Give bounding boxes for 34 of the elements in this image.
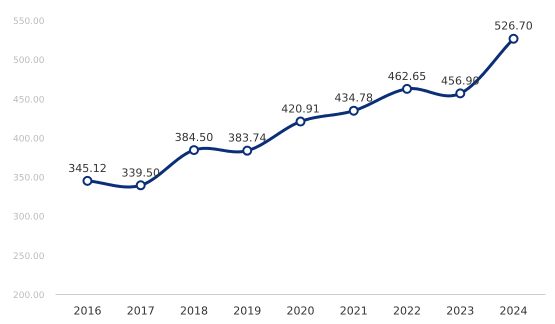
point — [188, 145, 199, 156]
data-label: 462.65 — [388, 70, 426, 83]
data-label: 526.70 — [494, 20, 533, 33]
y-tick-label: 300.00 — [13, 212, 45, 223]
y-tick-label: 400.00 — [13, 134, 45, 144]
point — [296, 116, 306, 127]
data-label: 383.74 — [228, 132, 266, 145]
y-tick-label: 550.00 — [13, 17, 45, 27]
x-tick-label: 2019 — [233, 304, 262, 318]
x-tick-label: 2024 — [500, 304, 528, 318]
x-tick-label: 2017 — [126, 304, 155, 318]
x-tick-label: 2018 — [180, 304, 208, 318]
y-tick-label: 200.00 — [13, 291, 45, 301]
x-tick-label: 2022 — [393, 304, 422, 318]
point — [508, 34, 519, 44]
x-tick-label: 2020 — [286, 304, 315, 318]
y-tick-label: 250.00 — [13, 252, 45, 262]
data-label: 339.50 — [121, 166, 160, 180]
point — [402, 84, 412, 94]
x-tick-label: 2021 — [340, 304, 368, 318]
data-label: 384.50 — [174, 131, 214, 144]
point — [242, 146, 252, 156]
y-tick-label: 450.00 — [13, 95, 45, 106]
data-label: 345.12 — [68, 162, 107, 175]
point — [82, 176, 92, 186]
data-label: 420.91 — [281, 102, 320, 116]
point — [348, 106, 359, 116]
x-tick-label: 2023 — [446, 304, 474, 318]
point — [136, 180, 146, 190]
point — [455, 88, 466, 98]
data-label: 434.78 — [334, 92, 374, 105]
x-tick-label: 2016 — [73, 304, 102, 318]
y-tick-label: 350.00 — [13, 174, 45, 184]
y-tick-label: 500.00 — [13, 56, 45, 66]
